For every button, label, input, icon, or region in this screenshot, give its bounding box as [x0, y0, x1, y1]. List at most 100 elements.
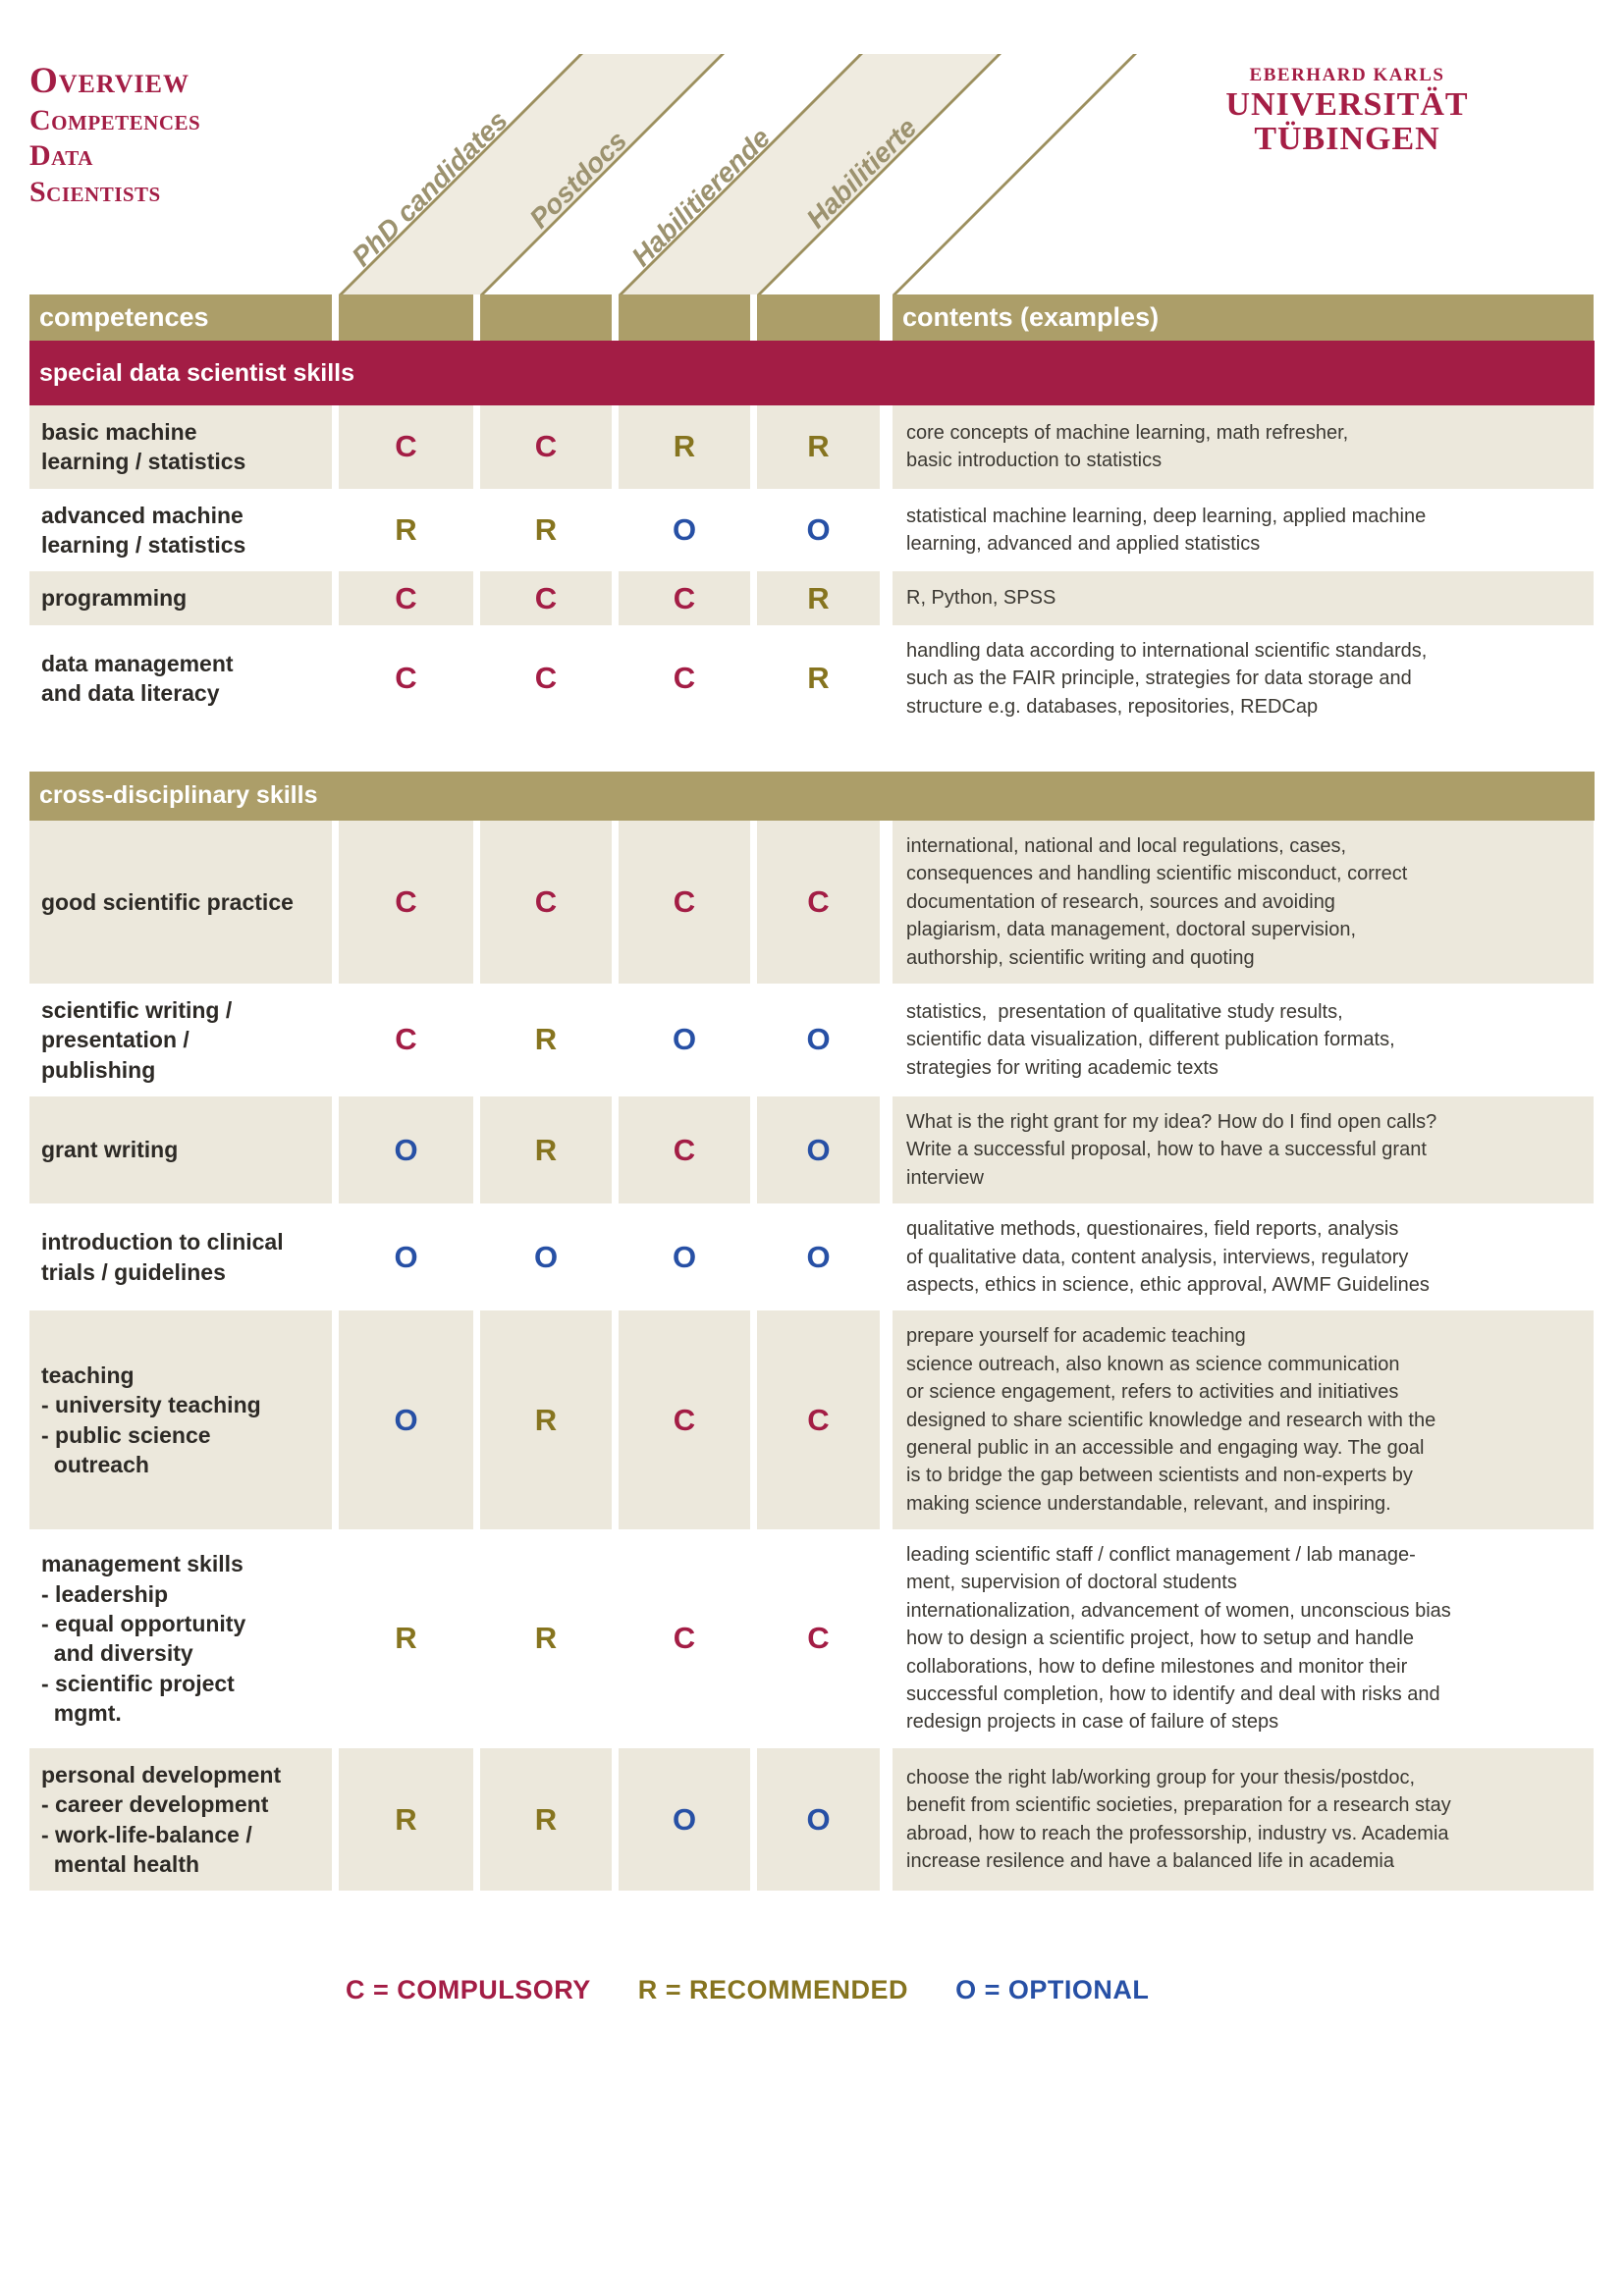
competence-label: data management and data literacy [29, 624, 339, 732]
section-band: cross-disciplinary skills [29, 771, 1595, 821]
group-column-header [619, 294, 757, 341]
competence-label: programming [29, 571, 339, 625]
mark-cell-postdocs: R [480, 1310, 619, 1530]
competence-label: scientific writing / presentation / publ… [29, 983, 339, 1096]
mark-cell-habilitierte: C [757, 820, 893, 984]
mark-cell-postdocs: R [480, 1747, 619, 1892]
mark-cell-habilitierende: O [619, 983, 757, 1096]
competence-row: grant writing O R C O What is the right grant… [29, 1096, 1595, 1204]
legend-item-R: R = RECOMMENDED [637, 1975, 909, 2004]
mark-cell-habilitierte: C [757, 1310, 893, 1530]
competence-row: scientific writing / presentation / publ… [29, 983, 1595, 1096]
competence-label: grant writing [29, 1096, 339, 1204]
diagonal-column-headers: PhD candidates Postdocs Habilitierende Habi… [0, 54, 1624, 294]
page-title: Overview Competences Data Scientists [29, 61, 200, 210]
competence-row: introduction to clinical trials / guidel… [29, 1203, 1595, 1311]
group-column-header [480, 294, 619, 341]
mark-cell-postdocs: C [480, 571, 619, 625]
section-band: special data scientist skills [29, 341, 1595, 405]
table-header-row: competences contents (examples) [29, 294, 1595, 341]
mark-cell-habilitierende: C [619, 1529, 757, 1748]
mark-cell-phd-candidates: O [339, 1096, 480, 1204]
mark-cell-phd-candidates: R [339, 1529, 480, 1748]
competence-row: management skills - leadership - equal o… [29, 1529, 1595, 1748]
competence-row: teaching - university teaching - public … [29, 1310, 1595, 1530]
competence-label: personal development - career developmen… [29, 1747, 339, 1892]
competence-label: basic machine learning / statistics [29, 405, 339, 489]
competence-label: advanced machine learning / statistics [29, 488, 339, 572]
legend-item-C: C = COMPULSORY [346, 1975, 591, 2004]
mark-cell-postdocs: R [480, 1096, 619, 1204]
page-title-overview: Overview [29, 61, 189, 101]
mark-cell-phd-candidates: R [339, 1747, 480, 1892]
mark-cell-phd-candidates: C [339, 983, 480, 1096]
mark-cell-habilitierte: O [757, 1096, 893, 1204]
competence-label: introduction to clinical trials / guidel… [29, 1203, 339, 1311]
legend: C = COMPULSORY R = RECOMMENDED O = OPTIONA… [346, 1975, 1149, 2005]
mark-cell-postdocs: C [480, 624, 619, 732]
mark-cell-postdocs: R [480, 1529, 619, 1748]
content-cell: What is the right grant for my idea? How… [893, 1096, 1594, 1204]
mark-cell-phd-candidates: C [339, 624, 480, 732]
mark-cell-habilitierte: O [757, 1203, 893, 1311]
content-cell: prepare yourself for academic teaching s… [893, 1310, 1594, 1530]
mark-cell-phd-candidates: O [339, 1310, 480, 1530]
university-logo: EBERHARD KARLS UNIVERSITÄT TÜBINGEN [1200, 65, 1494, 157]
group-column-header [339, 294, 480, 341]
content-cell: core concepts of machine learning, math … [893, 405, 1594, 489]
competences-header: competences [29, 294, 339, 341]
mark-cell-postdocs: C [480, 405, 619, 489]
mark-cell-habilitierende: R [619, 405, 757, 489]
content-cell: handling data according to international… [893, 624, 1594, 732]
mark-cell-habilitierende: O [619, 1747, 757, 1892]
section-gap [29, 731, 1595, 772]
mark-cell-habilitierende: O [619, 488, 757, 572]
mark-cell-habilitierte: R [757, 405, 893, 489]
mark-cell-postdocs: O [480, 1203, 619, 1311]
mark-cell-habilitierende: C [619, 1096, 757, 1204]
competence-table: competences contents (examples) special … [29, 294, 1595, 1892]
logo-line-large: UNIVERSITÄT [1225, 85, 1469, 123]
mark-cell-habilitierte: C [757, 1529, 893, 1748]
logo-line-small: EBERHARD KARLS [1249, 65, 1445, 85]
mark-cell-habilitierende: O [619, 1203, 757, 1311]
competence-label: management skills - leadership - equal o… [29, 1529, 339, 1748]
table-body: special data scientist skills basic machi… [29, 341, 1595, 1892]
competence-row: advanced machine learning / statistics R R… [29, 488, 1595, 572]
mark-cell-habilitierende: C [619, 624, 757, 732]
group-column-header [757, 294, 893, 341]
mark-cell-habilitierte: R [757, 624, 893, 732]
page-title-line: Data [29, 139, 93, 173]
mark-cell-phd-candidates: C [339, 820, 480, 984]
mark-cell-habilitierte: O [757, 983, 893, 1096]
legend-item-O: O = OPTIONAL [955, 1975, 1150, 2004]
content-cell: R, Python, SPSS [893, 571, 1594, 625]
mark-cell-postdocs: R [480, 983, 619, 1096]
mark-cell-postdocs: R [480, 488, 619, 572]
competence-label: good scientific practice [29, 820, 339, 984]
mark-cell-phd-candidates: R [339, 488, 480, 572]
mark-cell-habilitierte: R [757, 571, 893, 625]
content-cell: qualitative methods, questionaires, fiel… [893, 1203, 1594, 1311]
content-cell: choose the right lab/working group for y… [893, 1747, 1594, 1892]
competence-label: teaching - university teaching - public … [29, 1310, 339, 1530]
competence-row: personal development - career developmen… [29, 1747, 1595, 1892]
content-cell: leading scientific staff / conflict mana… [893, 1529, 1594, 1748]
mark-cell-phd-candidates: C [339, 571, 480, 625]
logo-line-large: TÜBINGEN [1254, 121, 1440, 158]
mark-cell-habilitierende: C [619, 571, 757, 625]
mark-cell-habilitierende: C [619, 1310, 757, 1530]
contents-header: contents (examples) [893, 294, 1594, 341]
page-title-line: Scientists [29, 175, 161, 208]
mark-cell-postdocs: C [480, 820, 619, 984]
mark-cell-phd-candidates: C [339, 405, 480, 489]
competence-row: programming C C C R R, Python, SPSS [29, 571, 1595, 625]
content-cell: international, national and local regula… [893, 820, 1594, 984]
mark-cell-habilitierende: C [619, 820, 757, 984]
mark-cell-habilitierte: O [757, 488, 893, 572]
mark-cell-habilitierte: O [757, 1747, 893, 1892]
